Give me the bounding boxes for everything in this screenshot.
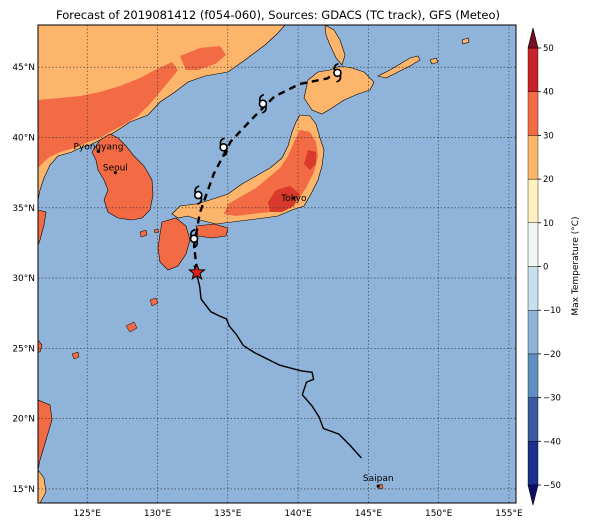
city-pyongyang: Pyongyang xyxy=(73,143,123,154)
latitude-tick-labels: 45°N 40°N 35°N 30°N 25°N 20°N 15°N xyxy=(12,63,35,495)
lon-tick-label: 125°E xyxy=(74,509,102,519)
colorbar-tick-label: −30 xyxy=(543,394,561,404)
colorbar-segment xyxy=(527,178,539,224)
city-label: Saipan xyxy=(363,474,394,484)
city-dot xyxy=(292,196,296,200)
tohoku-hot-core xyxy=(304,150,316,170)
observed-track-line xyxy=(193,265,362,459)
colorbar-tick-label: −20 xyxy=(543,350,561,360)
forecast-markers xyxy=(189,63,342,249)
colorbar-tick-label: 10 xyxy=(543,219,554,229)
colorbar: 50 40 30 20 10 0 −10 −20 −30 −40 −50 xyxy=(527,27,561,506)
mainland-asia xyxy=(38,25,286,201)
city-tokyo: Tokyo xyxy=(280,194,307,204)
mainland-hot-area xyxy=(38,62,178,168)
lat-tick-label: 25°N xyxy=(12,344,35,354)
colorbar-tick-label: 20 xyxy=(543,175,554,185)
colorbar-tick-label: −10 xyxy=(543,306,561,316)
colorbar-segment xyxy=(527,397,539,442)
city-seoul: Seoul xyxy=(103,164,128,175)
ryukyu-islet-5 xyxy=(153,228,160,234)
kanto-hot-core xyxy=(268,186,300,212)
hokkaido xyxy=(303,65,375,115)
colorbar-extend-bottom xyxy=(527,484,539,506)
colorbar-segment xyxy=(527,266,539,311)
luzon-edge xyxy=(38,469,47,503)
lat-tick-label: 35°N xyxy=(12,204,35,214)
colorbar-tick-label: 30 xyxy=(543,131,554,141)
city-dot xyxy=(96,149,101,154)
lon-tick-label: 155°E xyxy=(495,509,523,519)
city-dot xyxy=(113,171,117,175)
colorbar-tick-label: −40 xyxy=(543,437,561,447)
lat-tick-label: 15°N xyxy=(12,485,35,495)
ryukyu-islet-3 xyxy=(71,351,80,360)
sakhalin xyxy=(324,25,346,66)
colorbar-label: Max Temperature (°C) xyxy=(571,216,581,315)
colorbar-tick-label: 0 xyxy=(543,263,548,273)
colorbar-segment xyxy=(527,91,539,136)
lon-tick-label: 130°E xyxy=(144,509,172,519)
colorbar-segment xyxy=(527,135,539,180)
city-saipan: Saipan xyxy=(363,474,394,488)
kyushu xyxy=(157,217,191,271)
storm-position-star[interactable] xyxy=(187,262,206,281)
map-frame xyxy=(37,24,517,504)
ryukyu-islet-2 xyxy=(125,321,138,333)
longitude-tick-labels: 125°E 130°E 135°E 140°E 145°E 150°E 155°E xyxy=(74,509,523,519)
lat-tick-label: 40°N xyxy=(12,133,35,143)
small-west-island xyxy=(38,339,43,353)
colorbar-segment xyxy=(527,310,539,355)
lon-tick-label: 145°E xyxy=(355,509,383,519)
cyclone-symbol-icon xyxy=(258,93,268,114)
colorbar-segment xyxy=(527,441,539,486)
city-label: Pyongyang xyxy=(73,143,123,153)
cyclone-symbol-icon xyxy=(219,137,228,158)
gridlines xyxy=(38,25,516,503)
lon-tick-label: 140°E xyxy=(284,509,312,519)
lon-tick-label: 135°E xyxy=(214,509,242,519)
korean-peninsula xyxy=(91,133,154,221)
city-dot xyxy=(376,484,380,488)
cyclone-symbol-icon xyxy=(333,63,342,83)
kuril-islet-2 xyxy=(461,37,470,45)
colorbar-segment xyxy=(527,222,539,267)
city-labels: Pyongyang Seoul Tokyo Saipan xyxy=(73,143,394,488)
forecast-track-line xyxy=(192,70,337,272)
city-label: Tokyo xyxy=(280,194,307,204)
figure-title: Forecast of 2019081412 (f054-060), Sourc… xyxy=(56,8,500,22)
lat-tick-label: 45°N xyxy=(12,63,35,73)
colorbar-tick-label: 40 xyxy=(543,88,554,98)
taiwan-area xyxy=(38,399,53,471)
lat-tick-label: 20°N xyxy=(12,415,35,425)
colorbar-tick-label: 50 xyxy=(543,44,554,54)
land-layer xyxy=(38,25,470,503)
china-south-coast xyxy=(38,209,47,246)
cyclone-symbol-icon xyxy=(193,185,203,205)
colorbar-segment xyxy=(527,353,539,398)
colorbar-extend-top xyxy=(527,27,539,49)
ryukyu-islet-4 xyxy=(139,229,148,238)
colorbar-tick-label: −50 xyxy=(543,481,561,491)
lat-tick-label: 30°N xyxy=(12,274,35,284)
mainland-hot-area-2 xyxy=(180,46,226,70)
kuril-islet-1 xyxy=(429,57,439,65)
colorbar-segment xyxy=(527,47,539,92)
lon-tick-label: 150°E xyxy=(425,509,453,519)
cyclone-symbol-icon xyxy=(189,228,199,249)
ryukyu-islet-1 xyxy=(149,297,159,307)
city-label: Seoul xyxy=(103,164,128,174)
shikoku xyxy=(195,223,229,239)
